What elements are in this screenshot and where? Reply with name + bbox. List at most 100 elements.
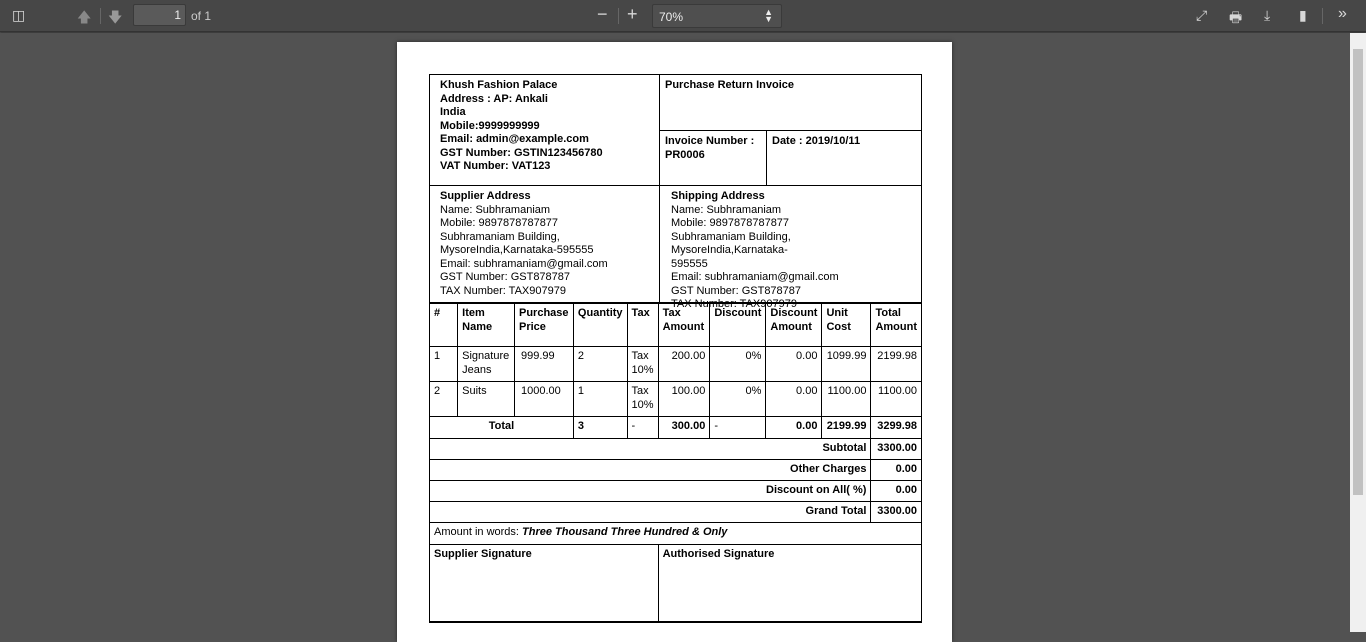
sidebar-toggle-icon[interactable]: ◫ bbox=[12, 7, 26, 23]
shipping-gst: GST Number: GST878787 bbox=[671, 284, 802, 297]
total-label: Total bbox=[430, 416, 574, 439]
subtotal-value: 3300.00 bbox=[870, 438, 921, 460]
page-number-input[interactable] bbox=[133, 4, 186, 26]
zoom-select[interactable]: 70% ▲ ▼ bbox=[652, 4, 782, 28]
shipping-mobile: Mobile: 9897878787877 bbox=[671, 217, 790, 229]
tools-menu-icon[interactable]: » bbox=[1338, 5, 1347, 22]
shipping-email: Email: subhramaniam@gmail.com bbox=[671, 271, 839, 283]
cell-tax: Tax 10% bbox=[626, 381, 659, 417]
amount-words: Three Thousand Three Hundred & Only bbox=[522, 526, 728, 538]
vertical-scrollbar[interactable] bbox=[1350, 33, 1366, 632]
cell-total-amount: 1100.00 bbox=[870, 381, 921, 417]
grand-total-label: Grand Total bbox=[430, 501, 872, 523]
subtotal-label: Subtotal bbox=[430, 438, 872, 460]
shipping-name: Name: Subhramaniam bbox=[671, 203, 782, 216]
cell-item-name: Signature Jeans bbox=[457, 346, 515, 382]
company-mobile: Mobile:9999999999 bbox=[440, 119, 540, 132]
cell-discount: 0% bbox=[709, 381, 767, 417]
total-discount: - bbox=[709, 416, 767, 439]
invoice-header: Khush Fashion Palace Address : AP: Ankal… bbox=[430, 75, 921, 186]
addresses: Supplier Address Name: Subhramaniam Mobi… bbox=[430, 186, 921, 310]
cell-index: 1 bbox=[430, 346, 459, 382]
company-info: Khush Fashion Palace Address : AP: Ankal… bbox=[430, 75, 660, 185]
company-address: Address : AP: Ankali bbox=[440, 92, 548, 105]
supplier-address: Supplier Address Name: Subhramaniam Mobi… bbox=[430, 186, 660, 302]
total-tax: - bbox=[626, 416, 659, 439]
total-row: Total 3 - 300.00 - 0.00 2199.99 3299.98 bbox=[430, 416, 921, 439]
table-row: 1 Signature Jeans 999.99 2 Tax 10% 200.0… bbox=[430, 346, 921, 382]
supplier-address-line: Subhramaniam Building, bbox=[440, 230, 560, 243]
supplier-signature: Supplier Signature bbox=[430, 544, 659, 622]
scrollbar-thumb[interactable] bbox=[1353, 49, 1363, 495]
supplier-tax: TAX Number: TAX907979 bbox=[440, 284, 566, 297]
other-charges-label: Other Charges bbox=[430, 459, 872, 481]
company-vat: VAT Number: VAT123 bbox=[440, 160, 551, 172]
summary-row: Subtotal 3300.00 bbox=[430, 438, 921, 460]
zoom-value: 70% bbox=[659, 10, 684, 24]
summary-row: Other Charges 0.00 bbox=[430, 459, 921, 481]
summary-row: Grand Total 3300.00 bbox=[430, 501, 921, 523]
supplier-address-line: MysoreIndia,Karnataka-595555 bbox=[440, 244, 594, 256]
cell-discount-amount: 0.00 bbox=[765, 381, 823, 417]
column-header: Discount Amount bbox=[765, 303, 823, 347]
zoom-out-button[interactable]: − bbox=[597, 4, 608, 24]
cell-item-name: Suits bbox=[457, 381, 515, 417]
items-table: # Item Name Purchase Price Quantity Tax … bbox=[430, 303, 921, 622]
cell-purchase-price: 1000.00 bbox=[514, 381, 574, 417]
invoice-date: Date : 2019/10/11 bbox=[772, 135, 861, 147]
cell-tax-amount: 100.00 bbox=[657, 381, 711, 417]
presentation-mode-icon[interactable]: ⤢ bbox=[1196, 7, 1208, 23]
shipping-address-line: Subhramaniam Building, MysoreIndia,Karna… bbox=[671, 230, 791, 257]
pdf-page: Khush Fashion Palace Address : AP: Ankal… bbox=[397, 42, 952, 642]
invoice-number-value: PR0006 bbox=[665, 148, 705, 161]
invoice-number: Invoice Number : PR0006 bbox=[660, 131, 767, 185]
grand-total-value: 3300.00 bbox=[870, 501, 921, 523]
cell-total-amount: 2199.98 bbox=[870, 346, 921, 382]
discount-all-value: 0.00 bbox=[870, 480, 921, 502]
total-tax-amount: 300.00 bbox=[657, 416, 711, 439]
column-header: # bbox=[430, 303, 459, 347]
zoom-in-button[interactable]: + bbox=[627, 4, 638, 24]
company-gst: GST Number: GSTIN123456780 bbox=[440, 146, 603, 159]
table-header: # Item Name Purchase Price Quantity Tax … bbox=[430, 303, 921, 347]
column-header: Tax bbox=[626, 303, 659, 347]
supplier-gst: GST Number: GST878787 bbox=[440, 271, 571, 283]
shipping-address-line: 595555 bbox=[671, 257, 708, 270]
next-page-icon[interactable]: 🡇 bbox=[108, 9, 123, 25]
column-header: Item Name bbox=[457, 303, 515, 347]
print-icon[interactable]: 🖶 bbox=[1229, 9, 1243, 25]
column-header: Total Amount bbox=[870, 303, 921, 347]
total-discount-amount: 0.00 bbox=[765, 416, 823, 439]
cell-discount: 0% bbox=[709, 346, 767, 382]
previous-page-icon[interactable]: 🡅 bbox=[77, 9, 92, 25]
column-header: Discount bbox=[709, 303, 767, 347]
company-email: Email: admin@example.com bbox=[440, 133, 589, 145]
page-count: of 1 bbox=[191, 9, 212, 23]
bookmark-icon[interactable]: ▮ bbox=[1299, 7, 1307, 23]
cell-tax: Tax 10% bbox=[626, 346, 659, 382]
discount-all-label: Discount on All( %) bbox=[430, 480, 872, 502]
shipping-tax: TAX Number: TAX907979 bbox=[671, 298, 797, 310]
authorised-signature: Authorised Signature bbox=[657, 544, 921, 622]
shipping-heading: Shipping Address bbox=[671, 190, 765, 202]
supplier-mobile: Mobile: 9897878787877 bbox=[440, 217, 559, 229]
shipping-address: Shipping Address Name: Subhramaniam Mobi… bbox=[660, 186, 921, 310]
pdf-toolbar: ◫ 🡅 🡇 of 1 − + 70% ▲▼ ⤢ 🖶 ⤓ ▮ » bbox=[0, 0, 1366, 32]
download-icon[interactable]: ⤓ bbox=[1264, 7, 1271, 23]
cell-unit-cost: 1099.99 bbox=[821, 346, 872, 382]
cell-quantity: 2 bbox=[572, 346, 628, 382]
total-unit-cost: 2199.99 bbox=[821, 416, 872, 439]
invoice: Khush Fashion Palace Address : AP: Ankal… bbox=[429, 74, 922, 623]
select-arrows-icon: ▲ ▼ bbox=[764, 7, 773, 24]
total-amount: 3299.98 bbox=[870, 416, 921, 439]
supplier-heading: Supplier Address bbox=[440, 190, 531, 202]
company-country: India bbox=[440, 106, 466, 118]
amount-in-words-row: Amount in words: Three Thousand Three Hu… bbox=[430, 522, 921, 545]
cell-purchase-price: 999.99 bbox=[514, 346, 574, 382]
amount-words-label: Amount in words: bbox=[434, 526, 519, 538]
invoice-number-label: Invoice Number : bbox=[665, 135, 755, 147]
cell-unit-cost: 1100.00 bbox=[821, 381, 872, 417]
table-row: 2 Suits 1000.00 1 Tax 10% 100.00 0% 0.00… bbox=[430, 381, 921, 417]
total-quantity: 3 bbox=[572, 416, 628, 439]
signature-row: Supplier Signature Authorised Signature bbox=[430, 544, 921, 622]
